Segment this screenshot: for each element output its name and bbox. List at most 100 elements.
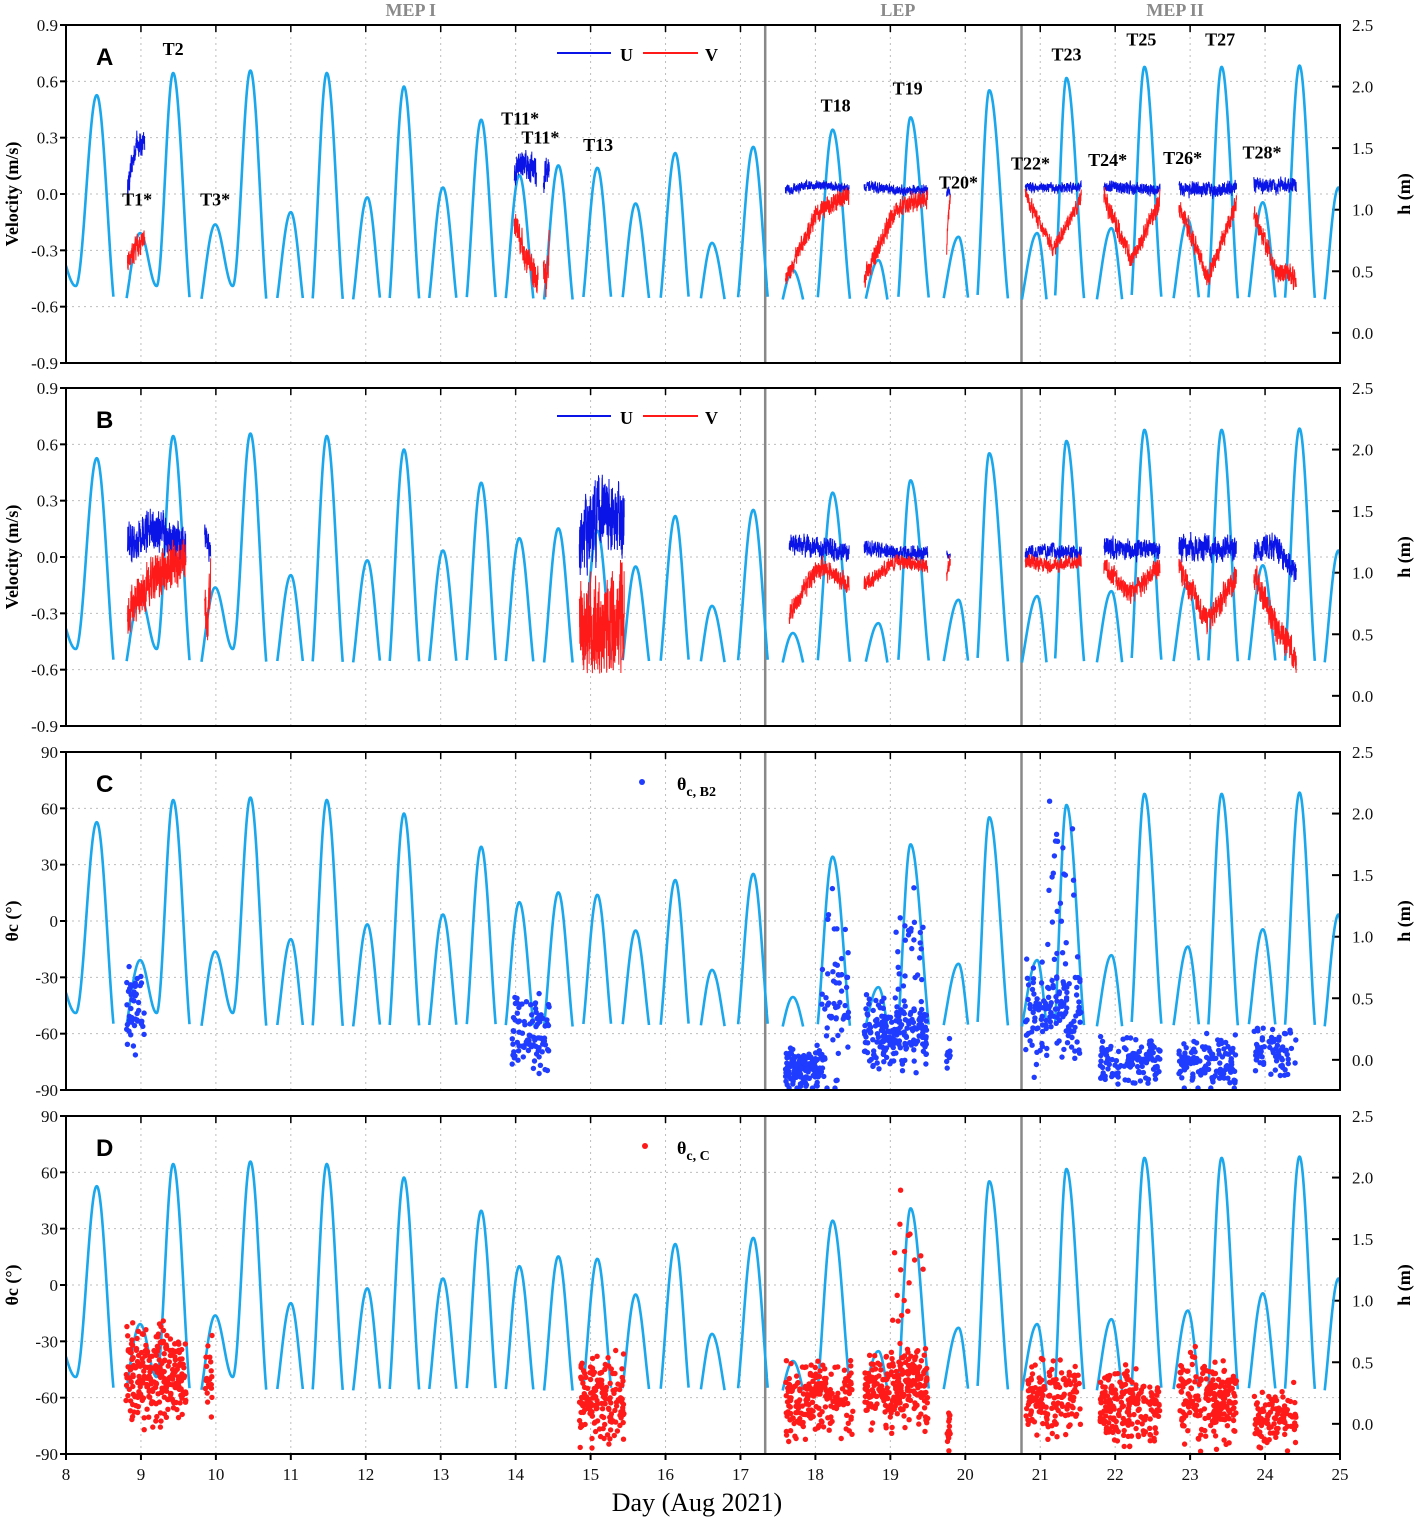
legend-v-label: V <box>705 408 718 428</box>
velocity-u-line <box>863 540 929 563</box>
velocity-v-line <box>204 558 212 641</box>
theta-point <box>612 1407 618 1414</box>
theta-point <box>791 1420 797 1427</box>
theta-point <box>1135 1407 1141 1414</box>
theta-point <box>842 1002 848 1009</box>
theta-point <box>1151 1044 1157 1050</box>
y-tick-label: 0.6 <box>37 72 58 91</box>
theta-point <box>918 1253 924 1259</box>
legend-v-label: V <box>705 45 718 65</box>
theta-point <box>895 949 901 955</box>
theta-point <box>615 1381 621 1387</box>
theta-point <box>1145 1399 1151 1405</box>
theta-point <box>819 966 826 973</box>
theta-point <box>1055 1407 1061 1414</box>
theta-point <box>786 1375 792 1382</box>
theta-point <box>1232 1032 1239 1038</box>
event-label: T11* <box>501 109 539 129</box>
water-level-line <box>1283 427 1317 661</box>
theta-point <box>1025 996 1031 1003</box>
theta-point <box>848 1370 854 1376</box>
theta-point <box>1030 1009 1036 1016</box>
theta-point <box>1071 892 1077 898</box>
theta-point <box>907 1011 913 1018</box>
theta-point <box>866 996 872 1002</box>
plot-area <box>66 64 1340 300</box>
theta-point <box>895 986 901 992</box>
theta-point <box>1077 1406 1083 1412</box>
water-level-line <box>311 434 344 663</box>
theta-point <box>862 1039 869 1046</box>
theta-point <box>901 1029 907 1035</box>
theta-point <box>1059 1054 1065 1060</box>
theta-point <box>1054 908 1060 914</box>
theta-point <box>163 1388 170 1394</box>
theta-point <box>1216 1075 1223 1081</box>
theta-point <box>1115 1048 1122 1055</box>
theta-point <box>1054 974 1060 980</box>
theta-point <box>1231 1077 1237 1083</box>
theta-point <box>848 1416 854 1422</box>
theta-point <box>809 1388 815 1394</box>
theta-point <box>1281 1411 1288 1418</box>
theta-point <box>150 1399 156 1405</box>
theta-point <box>153 1380 159 1386</box>
legend-subscript: c, C <box>686 1149 709 1164</box>
theta-point <box>1288 1045 1295 1052</box>
theta-point <box>886 1390 892 1396</box>
theta-point <box>594 1377 601 1383</box>
legend-label: θc, B2 <box>677 774 716 800</box>
theta-point <box>1152 1072 1158 1078</box>
theta-point <box>911 1058 917 1064</box>
legend-label: θc, C <box>677 1138 710 1164</box>
theta-point <box>1073 1013 1079 1019</box>
legend-marker <box>639 779 645 785</box>
velocity-v-line <box>784 187 850 285</box>
theta-point <box>157 1424 164 1430</box>
theta-point <box>1221 1367 1228 1374</box>
x-tick-label: 20 <box>957 1465 974 1484</box>
theta-point <box>783 1410 789 1416</box>
theta-point <box>1280 1394 1286 1400</box>
theta-point <box>1265 1421 1271 1427</box>
x-axis-label: Day (Aug 2021) <box>612 1488 782 1517</box>
theta-point <box>1050 982 1056 989</box>
theta-point <box>528 1042 534 1048</box>
theta-point <box>606 1396 612 1403</box>
theta-point <box>128 1366 134 1373</box>
theta-point <box>1185 1368 1191 1374</box>
theta-point <box>1178 1363 1185 1369</box>
theta-point <box>1054 950 1060 957</box>
theta-point <box>1198 1432 1204 1438</box>
theta-point <box>894 1292 900 1299</box>
theta-point <box>879 1387 886 1393</box>
theta-point <box>1097 1033 1104 1040</box>
theta-point <box>1278 1063 1284 1069</box>
theta-point <box>1068 1044 1075 1050</box>
y-tick-label: 0.9 <box>37 379 58 398</box>
theta-point <box>127 985 133 992</box>
water-level-line <box>125 71 191 299</box>
theta-point <box>208 1368 214 1374</box>
velocity-u-line <box>863 179 929 197</box>
theta-point <box>1260 1059 1267 1066</box>
theta-point <box>176 1341 182 1347</box>
theta-point <box>1151 1435 1157 1442</box>
theta-point <box>1098 1058 1104 1064</box>
theta-point <box>1043 1022 1049 1028</box>
panel-label: C <box>96 771 113 798</box>
velocity-u-line <box>513 149 537 187</box>
water-level-line <box>276 1301 305 1390</box>
theta-point <box>1223 1051 1230 1057</box>
theta-point <box>867 1028 873 1035</box>
theta-point <box>828 1403 834 1409</box>
theta-point <box>801 1364 808 1371</box>
theta-point <box>806 1381 812 1387</box>
theta-point <box>1029 1371 1036 1377</box>
theta-point <box>126 963 132 970</box>
theta-point <box>1058 1394 1065 1401</box>
theta-point <box>894 1395 900 1401</box>
event-label: T27 <box>1205 30 1235 50</box>
theta-point <box>1139 1421 1145 1427</box>
